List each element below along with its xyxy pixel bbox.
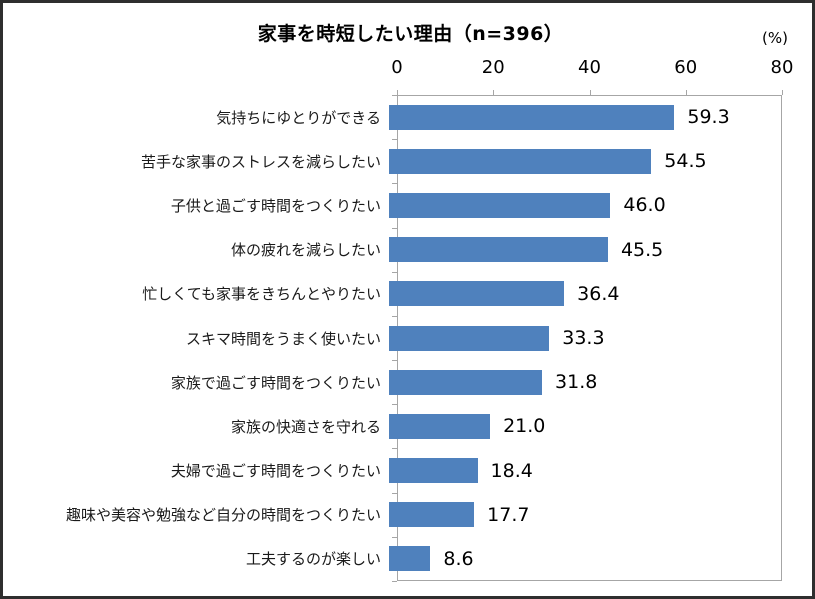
- y-axis-tick: [392, 139, 397, 141]
- bar-track: 17.7: [389, 493, 812, 537]
- category-label: 工夫するのが楽しい: [245, 550, 381, 569]
- bar-track: 45.5: [389, 228, 812, 272]
- bar-track: 46.0: [389, 183, 812, 227]
- y-axis-tick: [392, 315, 397, 317]
- value-label: 31.8: [555, 371, 598, 394]
- value-label: 17.7: [487, 503, 530, 526]
- x-axis-tick: [782, 90, 783, 95]
- bar-track: 33.3: [389, 316, 812, 360]
- bar: [389, 413, 491, 439]
- value-label: 36.4: [577, 282, 620, 305]
- value-label: 8.6: [443, 547, 474, 570]
- y-axis-tick: [392, 536, 397, 538]
- category-label: 苦手な家事のストレスを減らしたい: [140, 152, 381, 171]
- bar: [389, 546, 431, 572]
- y-axis-tick: [392, 183, 397, 185]
- y-axis-tick: [392, 448, 397, 450]
- bar-rows: 気持ちにゆとりができる 59.3 苦手な家事のストレスを減らしたい 54.5 子供と過ご…: [3, 95, 812, 581]
- unit-label: (%): [762, 29, 788, 47]
- bar: [389, 325, 550, 351]
- x-axis-tick-label: 20: [481, 57, 505, 78]
- bar: [389, 458, 478, 484]
- bar: [389, 148, 652, 174]
- bar: [389, 192, 611, 218]
- x-axis-tick-label: 60: [674, 57, 698, 78]
- bar-track: 18.4: [389, 449, 812, 493]
- bar-track: 21.0: [389, 404, 812, 448]
- x-axis-tick-label: 80: [770, 57, 794, 78]
- x-axis-tick-label: 0: [391, 57, 403, 78]
- x-axis-tick: [493, 90, 495, 95]
- bar: [389, 369, 543, 395]
- bar-track: 54.5: [389, 139, 812, 183]
- x-axis-tick-label: 40: [578, 57, 601, 78]
- y-axis-tick: [392, 227, 397, 229]
- y-axis-tick: [392, 271, 397, 273]
- bar-row: 苦手な家事のストレスを減らしたい 54.5: [3, 139, 812, 183]
- y-axis-tick: [392, 404, 397, 406]
- category-label: 気持ちにゆとりができる: [216, 108, 381, 127]
- category-label: スキマ時間をうまく使いたい: [185, 329, 381, 348]
- bar-row: スキマ時間をうまく使いたい 33.3: [3, 316, 812, 360]
- x-axis-tick: [685, 90, 687, 95]
- value-label: 21.0: [503, 415, 546, 438]
- x-axis-tick: [589, 90, 591, 95]
- bar-row: 家族で過ごす時間をつくりたい 31.8: [3, 360, 812, 404]
- value-label: 46.0: [623, 194, 666, 217]
- bar-track: 31.8: [389, 360, 812, 404]
- y-axis-tick: [392, 360, 397, 362]
- bar-row: 趣味や美容や勉強など自分の時間をつくりたい 17.7: [3, 493, 812, 537]
- bar: [389, 104, 675, 130]
- bar: [389, 281, 565, 307]
- category-label: 家族の快適さを守れる: [230, 417, 381, 436]
- bar-row: 夫婦で過ごす時間をつくりたい 18.4: [3, 449, 812, 493]
- y-axis-tick: [392, 492, 397, 494]
- value-label: 45.5: [620, 238, 664, 261]
- bar-track: 59.3: [389, 95, 812, 139]
- y-axis-tick: [392, 581, 397, 582]
- category-label: 家族で過ごす時間をつくりたい: [170, 373, 381, 392]
- value-label: 54.5: [664, 150, 707, 173]
- category-label: 夫婦で過ごす時間をつくりたい: [170, 462, 381, 481]
- category-label: 忙しくても家事をきちんとやりたい: [142, 285, 381, 304]
- bar-row: 工夫するのが楽しい 8.6: [3, 537, 812, 581]
- bar-track: 8.6: [389, 537, 812, 581]
- bar-row: 忙しくても家事をきちんとやりたい 36.4: [3, 272, 812, 316]
- bar: [389, 502, 475, 528]
- bar-row: 子供と過ごす時間をつくりたい 46.0: [3, 183, 812, 227]
- chart-title: 家事を時短したい理由（n=396）: [257, 23, 564, 45]
- bar-row: 体の疲れを減らしたい 45.5: [3, 228, 812, 272]
- category-label: 子供と過ごす時間をつくりたい: [170, 196, 381, 215]
- value-label: 33.3: [562, 327, 605, 350]
- bar-row: 家族の快適さを守れる 21.0: [3, 404, 812, 448]
- category-label: 体の疲れを減らしたい: [230, 241, 381, 260]
- category-label: 趣味や美容や勉強など自分の時間をつくりたい: [65, 506, 381, 525]
- bar-row: 気持ちにゆとりができる 59.3: [3, 95, 812, 139]
- x-axis-labels: 0 20 40 60 80: [3, 57, 812, 81]
- value-label: 59.3: [687, 106, 730, 129]
- bar-track: 36.4: [389, 272, 812, 316]
- y-axis-tick: [392, 95, 397, 96]
- x-axis-tick: [397, 90, 398, 95]
- bar: [389, 237, 608, 263]
- value-label: 18.4: [490, 459, 533, 482]
